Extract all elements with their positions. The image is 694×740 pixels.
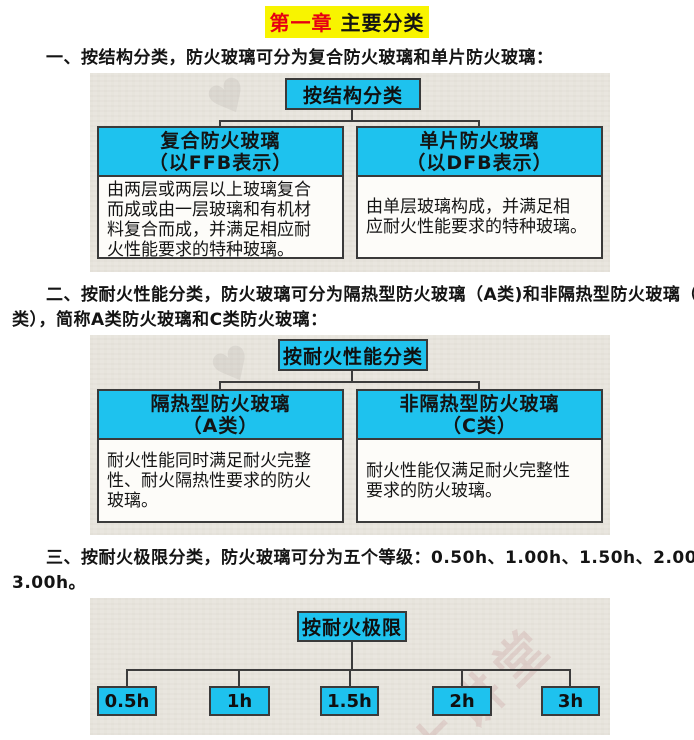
node-title-line: 隔热型防火玻璃 <box>150 393 291 415</box>
connector-line <box>238 669 240 686</box>
node-monolithic-glass: 单片防火玻璃 （以DFB表示） 由单层玻璃构成，并满足相 应耐火性能要求的特种玻… <box>356 126 603 259</box>
connector-line <box>351 642 353 669</box>
node-rating-1h: 1h <box>209 686 270 716</box>
description-line: 应耐火性能要求的特种玻璃。 <box>366 217 587 237</box>
connector-line <box>219 120 480 122</box>
node-noninsulated-glass: 非隔热型防火玻璃 （C类） 耐火性能仅满足耐火完整性 要求的防火玻璃。 <box>356 389 603 523</box>
description-line: 性、耐火隔热性要求的防火 <box>107 470 311 491</box>
connector-line <box>461 669 463 686</box>
description-line: 玻璃。 <box>107 490 158 511</box>
page-title: 第一章 主要分类 <box>0 6 694 38</box>
connector-line <box>219 381 221 389</box>
description-line: 由单层玻璃构成，并满足相 <box>366 197 570 217</box>
chapter-name: 主要分类 <box>332 11 425 35</box>
node-composite-glass-description: 由两层或两层以上玻璃复合 而成或由一层玻璃和有机材 料复合而成，并满足相应耐 火… <box>99 177 342 263</box>
connector-line <box>478 381 480 389</box>
diagram-rating: 大讲堂 按耐火极限 0.5h 1h 1.5h 2h 3h <box>90 598 610 735</box>
node-monolithic-glass-title: 单片防火玻璃 （以DFB表示） <box>358 128 601 177</box>
node-title-line: 单片防火玻璃 <box>419 130 540 152</box>
description-line: 料复合而成，并满足相应耐 <box>107 220 311 240</box>
node-rating-2h: 2h <box>432 686 492 716</box>
description-line: 而成或由一层玻璃和有机材 <box>107 200 311 220</box>
connector-line <box>219 120 221 126</box>
node-title-line: （A类） <box>182 415 259 437</box>
node-structure-root: 按结构分类 <box>285 78 421 110</box>
watermark-logo-icon: ♥ <box>201 335 264 400</box>
paragraph-3: 三、按耐火极限分类，防火玻璃可分为五个等级：0.50h、1.00h、1.50h、… <box>12 546 694 596</box>
description-line: 要求的防火玻璃。 <box>366 480 502 501</box>
paragraph-2-line: 类），简称A类防火玻璃和C类防火玻璃： <box>12 310 328 330</box>
connector-line <box>126 669 570 671</box>
diagram-performance: ♥ 按耐火性能分类 隔热型防火玻璃 （A类） 耐火性能同时满足耐火完整 性、耐火… <box>90 335 610 535</box>
node-noninsulated-glass-description: 耐火性能仅满足耐火完整性 要求的防火玻璃。 <box>358 440 601 521</box>
connector-line <box>219 381 480 383</box>
node-title-line: （C类） <box>442 415 517 437</box>
node-rating-3h: 3h <box>541 686 600 716</box>
paragraph-3-line: 三、按耐火极限分类，防火玻璃可分为五个等级：0.50h、1.00h、1.50h、… <box>46 548 694 568</box>
description-line: 火性能要求的特种玻璃。 <box>107 240 294 260</box>
node-rating-root: 按耐火极限 <box>297 611 407 642</box>
paragraph-1-line: 一、按结构分类，防火玻璃可分为复合防火玻璃和单片防火玻璃： <box>46 48 554 68</box>
node-insulated-glass-description: 耐火性能同时满足耐火完整 性、耐火隔热性要求的防火 玻璃。 <box>99 440 342 521</box>
paragraph-2: 二、按耐火性能分类，防火玻璃可分为隔热型防火玻璃（A类)和非隔热型防火玻璃（C … <box>12 283 694 333</box>
description-line: 耐火性能仅满足耐火完整性 <box>366 460 570 481</box>
node-performance-root: 按耐火性能分类 <box>278 339 428 371</box>
node-monolithic-glass-description: 由单层玻璃构成，并满足相 应耐火性能要求的特种玻璃。 <box>358 177 601 257</box>
title-highlight: 第一章 主要分类 <box>264 6 430 38</box>
connector-line <box>478 120 480 126</box>
diagram-structure: ♥ 按结构分类 复合防火玻璃 （以FFB表示） 由两层或两层以上玻璃复合 而成或… <box>90 73 610 272</box>
paragraph-1: 一、按结构分类，防火玻璃可分为复合防火玻璃和单片防火玻璃： <box>12 46 686 71</box>
node-rating-1-5h: 1.5h <box>320 686 379 716</box>
node-composite-glass-title: 复合防火玻璃 （以FFB表示） <box>99 128 342 177</box>
connector-line <box>569 669 571 686</box>
node-title-line: （以FFB表示） <box>148 152 293 174</box>
description-line: 耐火性能同时满足耐火完整 <box>107 450 311 471</box>
connector-line <box>351 371 353 381</box>
chapter-number: 第一章 <box>269 11 333 35</box>
node-title-line: 非隔热型防火玻璃 <box>399 393 560 415</box>
node-insulated-glass: 隔热型防火玻璃 （A类） 耐火性能同时满足耐火完整 性、耐火隔热性要求的防火 玻… <box>97 389 344 523</box>
node-insulated-glass-title: 隔热型防火玻璃 （A类） <box>99 391 342 440</box>
paragraph-3-line: 3.00h。 <box>12 573 87 593</box>
node-composite-glass: 复合防火玻璃 （以FFB表示） 由两层或两层以上玻璃复合 而成或由一层玻璃和有机… <box>97 126 344 260</box>
node-rating-0-5h: 0.5h <box>97 686 157 716</box>
description-line: 由两层或两层以上玻璃复合 <box>107 180 311 200</box>
node-title-line: （以DFB表示） <box>406 152 553 174</box>
connector-line <box>126 669 128 686</box>
node-title-line: 复合防火玻璃 <box>160 130 281 152</box>
connector-line <box>349 669 351 686</box>
connector-line <box>351 110 353 120</box>
node-noninsulated-glass-title: 非隔热型防火玻璃 （C类） <box>358 391 601 440</box>
paragraph-2-line: 二、按耐火性能分类，防火玻璃可分为隔热型防火玻璃（A类)和非隔热型防火玻璃（C <box>46 285 694 305</box>
